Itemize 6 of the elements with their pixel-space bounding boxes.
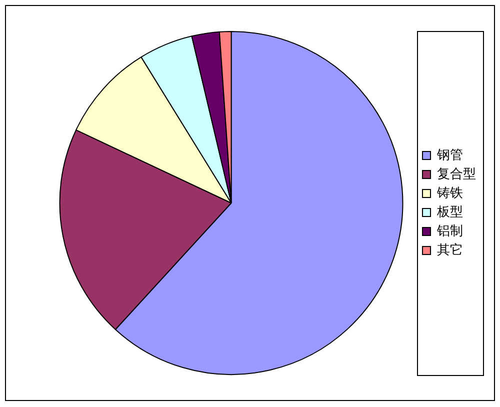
legend-label: 其它 xyxy=(437,242,463,258)
legend-label: 板型 xyxy=(436,204,463,220)
legend-label: 铸铁 xyxy=(436,186,463,201)
legend-label: 复合型 xyxy=(437,166,476,182)
legend-label: 铝制 xyxy=(436,224,463,239)
legend-label: 钢管 xyxy=(436,148,463,163)
